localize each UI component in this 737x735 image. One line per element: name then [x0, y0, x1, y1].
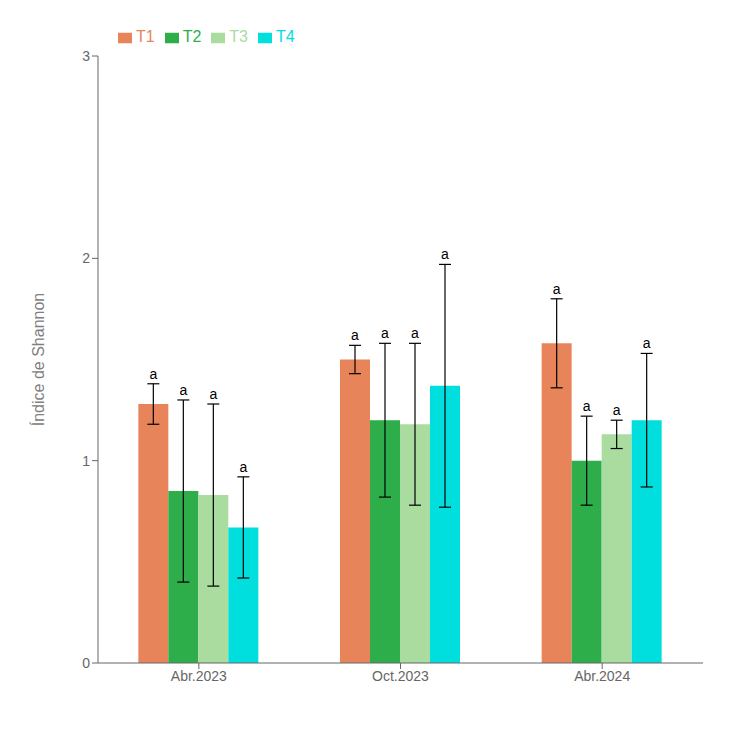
svg-text:a: a — [381, 325, 389, 341]
svg-text:Índice de Shannon: Índice de Shannon — [29, 293, 47, 426]
svg-text:a: a — [553, 281, 561, 297]
svg-text:a: a — [179, 382, 187, 398]
svg-text:a: a — [411, 325, 419, 341]
svg-text:a: a — [239, 459, 247, 475]
html-text:T2: T2 — [182, 28, 202, 45]
svg-text:a: a — [613, 402, 621, 418]
svg-text:Oct.2023: Oct.2023 — [372, 668, 429, 684]
svg-text:Abr.2023: Abr.2023 — [171, 668, 227, 684]
svg-text:Abr.2024: Abr.2024 — [574, 668, 630, 684]
svg-text:3: 3 — [82, 48, 90, 64]
svg-text:a: a — [351, 327, 359, 343]
svg-text:a: a — [209, 386, 217, 402]
html-text:T1: T1 — [136, 28, 155, 45]
svg-text:1: 1 — [82, 453, 90, 469]
html-text:T4: T4 — [276, 28, 295, 45]
html-text:T3: T3 — [229, 28, 248, 45]
svg-text:a: a — [149, 366, 157, 382]
svg-text:a: a — [643, 335, 651, 351]
svg-text:0: 0 — [82, 655, 90, 671]
svg-text:a: a — [583, 398, 591, 414]
svg-text:a: a — [441, 246, 449, 262]
svg-text:2: 2 — [82, 250, 90, 266]
